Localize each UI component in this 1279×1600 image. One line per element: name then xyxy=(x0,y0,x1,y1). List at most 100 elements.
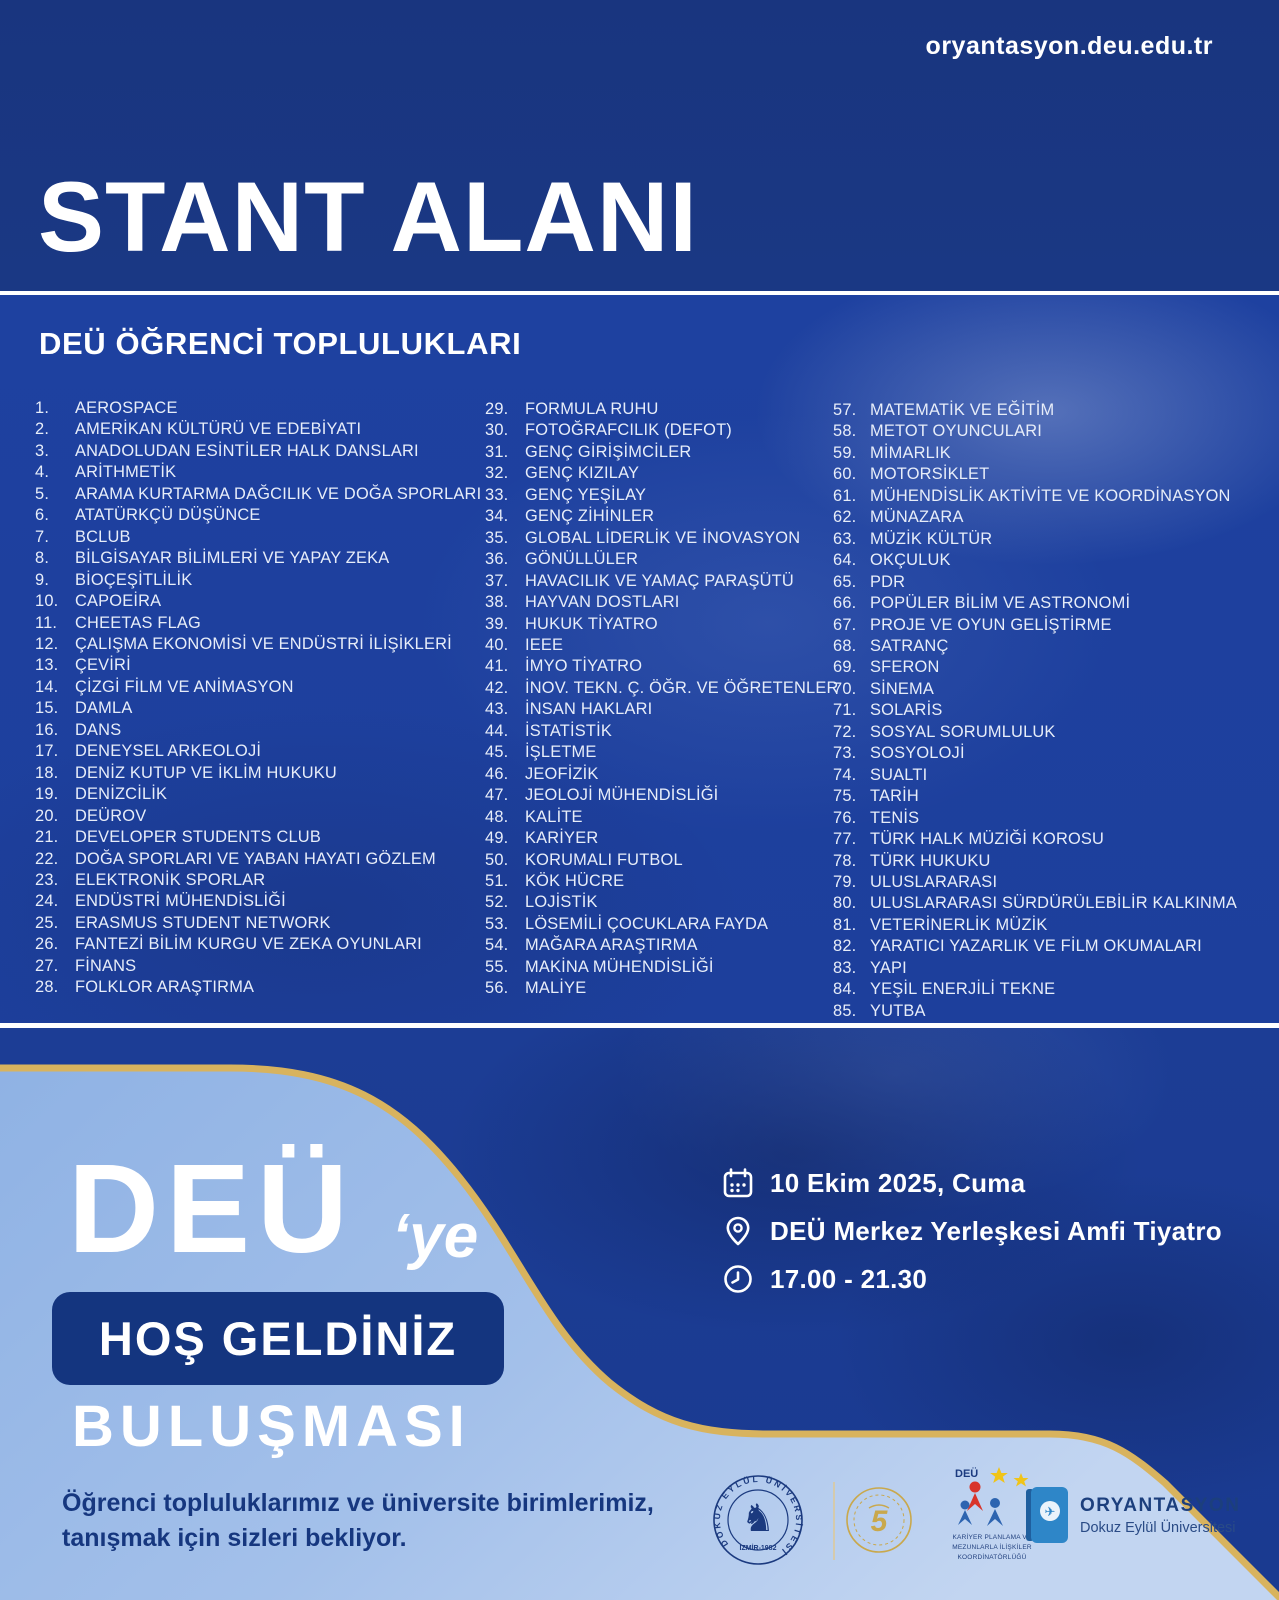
list-item: 36. GÖNÜLLÜLER xyxy=(485,549,837,570)
list-item: 66. POPÜLER BİLİM VE ASTRONOMİ xyxy=(833,593,1273,614)
list-item-number: 74. xyxy=(833,765,857,784)
list-item-label: ULUSLARARASI xyxy=(870,872,998,891)
list-item-label: JEOLOJİ MÜHENDİSLİĞİ xyxy=(525,786,719,805)
list-item-number: 72. xyxy=(833,722,857,741)
list-item-number: 45. xyxy=(485,743,509,762)
list-item: 28. FOLKLOR ARAŞTIRMA xyxy=(35,977,487,998)
list-item: 81. VETERİNERLİK MÜZİK xyxy=(833,915,1273,936)
oryantasyon-logo: ✈ ORYANTASYON Dokuz Eylül Üniversitesi xyxy=(1026,1487,1240,1543)
list-item-label: MÜZİK KÜLTÜR xyxy=(870,529,993,548)
list-item: 80. ULUSLARARASI SÜRDÜRÜLEBİLİR KALKINMA xyxy=(833,893,1273,914)
list-item-number: 28. xyxy=(35,978,59,997)
event-date-row: 10 Ekim 2025, Cuma xyxy=(722,1166,1222,1200)
list-item: 14. ÇİZGİ FİLM VE ANİMASYON xyxy=(35,677,487,698)
list-item: 19. DENİZCİLİK xyxy=(35,784,487,805)
light-panel-shape xyxy=(0,1068,1279,1600)
list-item-number: 31. xyxy=(485,442,509,461)
list-item: 79. ULUSLARARASI xyxy=(833,872,1273,893)
list-item: 77. TÜRK HALK MÜZİĞİ KOROSU xyxy=(833,829,1273,850)
list-item-number: 48. xyxy=(485,807,509,826)
list-item: 27. FİNANS xyxy=(35,956,487,977)
kariyer-caption-line3: KOORDİNATÖRLÜĞÜ xyxy=(957,1554,1027,1561)
list-item: 70. SİNEMA xyxy=(833,679,1273,700)
list-item: 58. METOT OYUNCULARI xyxy=(833,421,1273,442)
list-item-number: 49. xyxy=(485,829,509,848)
list-item-label: DENİZ KUTUP VE İKLİM HUKUKU xyxy=(75,763,337,782)
list-item: 38. HAYVAN DOSTLARI xyxy=(485,592,837,613)
list-item-label: ENDÜSTRİ MÜHENDİSLİĞİ xyxy=(75,892,286,911)
kariyer-koordinatorlugu-logo: DEÜ KARİYER PLANLAMA VE MEZUNLARLA İLİŞK… xyxy=(933,1465,1051,1562)
list-item-label: İSTATİSTİK xyxy=(525,721,612,740)
list-item: 73. SOSYOLOJİ xyxy=(833,743,1273,764)
list-item-label: SOLARİS xyxy=(870,701,943,720)
list-item-label: MOTORSİKLET xyxy=(870,465,990,484)
list-item: 68. SATRANÇ xyxy=(833,636,1273,657)
list-item-label: YAPI xyxy=(870,958,907,977)
list-item-label: LÖSEMİLİ ÇOCUKLARA FAYDA xyxy=(525,914,769,933)
svg-text:DEÜ: DEÜ xyxy=(955,1467,978,1480)
list-item-label: VETERİNERLİK MÜZİK xyxy=(870,915,1048,934)
svg-text:İZMİR-1982: İZMİR-1982 xyxy=(740,1544,777,1552)
list-item-label: İMYO TİYATRO xyxy=(525,657,643,676)
kariyer-caption-line1: KARİYER PLANLAMA VE xyxy=(952,1534,1032,1541)
list-item: 40. IEEE xyxy=(485,635,837,656)
list-item-label: KALİTE xyxy=(525,807,583,826)
list-item: 61. MÜHENDİSLİK AKTİVİTE VE KOORDİNASYON xyxy=(833,486,1273,507)
event-details: 10 Ekim 2025, Cuma DEÜ Merkez Yerleşkesi… xyxy=(722,1166,1222,1310)
list-item: 3. ANADOLUDAN ESİNTİLER HALK DANSLARI xyxy=(35,441,487,462)
list-item-number: 66. xyxy=(833,594,857,613)
list-item: 15. DAMLA xyxy=(35,698,487,719)
list-item: 21. DEVELOPER STUDENTS CLUB xyxy=(35,827,487,848)
list-item-label: ÇEVİRİ xyxy=(75,656,131,675)
list-item-label: MÜNAZARA xyxy=(870,508,964,527)
list-item: 39. HUKUK TİYATRO xyxy=(485,614,837,635)
list-item-number: 52. xyxy=(485,893,509,912)
list-item-number: 62. xyxy=(833,508,857,527)
list-item-label: KÖK HÜCRE xyxy=(525,871,625,890)
website-url: oryantasyon.deu.edu.tr xyxy=(925,32,1213,60)
list-item-number: 51. xyxy=(485,871,509,890)
list-item: 41. İMYO TİYATRO xyxy=(485,656,837,677)
list-item-number: 46. xyxy=(485,764,509,783)
list-item: 83. YAPI xyxy=(833,958,1273,979)
list-item-number: 22. xyxy=(35,849,59,868)
list-item-number: 37. xyxy=(485,571,509,590)
list-item-label: GÖNÜLLÜLER xyxy=(525,550,639,569)
list-item-number: 65. xyxy=(833,572,857,591)
hos-geldiniz-label: HOŞ GELDİNİZ xyxy=(98,1312,458,1365)
list-item-number: 29. xyxy=(485,400,509,418)
list-item-number: 83. xyxy=(833,958,857,977)
list-item-label: DENEYSEL ARKEOLOJİ xyxy=(75,742,262,761)
list-item: 17. DENEYSEL ARKEOLOJİ xyxy=(35,741,487,762)
list-item: 47. JEOLOJİ MÜHENDİSLİĞİ xyxy=(485,785,837,806)
list-item: 76. TENİS xyxy=(833,808,1273,829)
list-item: 48. KALİTE xyxy=(485,807,837,828)
list-item-label: İNOV. TEKN. Ç. ÖĞR. VE ÖĞRETENLER xyxy=(525,678,839,697)
list-item-label: OKÇULUK xyxy=(870,551,951,570)
list-item: 31. GENÇ GİRİŞİMCİLER xyxy=(485,442,837,463)
list-item-number: 59. xyxy=(833,443,857,462)
list-item-label: BİLGİSAYAR BİLİMLERİ VE YAPAY ZEKA xyxy=(75,549,390,568)
list-item-label: TARİH xyxy=(870,787,919,806)
deu-wordmark: DEÜ xyxy=(68,1138,356,1279)
list-item-label: ARİTHMETİK xyxy=(75,463,177,482)
list-item-number: 12. xyxy=(35,634,59,653)
list-item: 43. İNSAN HAKLARI xyxy=(485,699,837,720)
list-item-label: FANTEZİ BİLİM KURGU VE ZEKA OYUNLARI xyxy=(75,935,422,954)
list-item-label: FOTOĞRAFCILIK (DEFOT) xyxy=(525,421,732,440)
list-item-number: 24. xyxy=(35,892,59,911)
list-item: 35. GLOBAL LİDERLİK VE İNOVASYON xyxy=(485,528,837,549)
list-item-label: IEEE xyxy=(525,635,564,654)
list-item-label: KORUMALI FUTBOL xyxy=(525,850,683,869)
list-item-number: 58. xyxy=(833,422,857,441)
list-item-number: 18. xyxy=(35,763,59,782)
list-item-label: CAPOEİRA xyxy=(75,592,162,611)
list-item: 4. ARİTHMETİK xyxy=(35,462,487,483)
list-item-number: 67. xyxy=(833,615,857,634)
footer-note: Öğrenci topluluklarımız ve üniversite bi… xyxy=(62,1486,654,1556)
list-item-label: GENÇ YEŞİLAY xyxy=(525,485,647,504)
list-item: 51. KÖK HÜCRE xyxy=(485,871,837,892)
list-item-label: YARATICI YAZARLIK VE FİLM OKUMALARI xyxy=(870,937,1202,956)
kariyer-logo-figures: DEÜ xyxy=(955,1467,1042,1526)
list-item: 52. LOJİSTİK xyxy=(485,892,837,913)
